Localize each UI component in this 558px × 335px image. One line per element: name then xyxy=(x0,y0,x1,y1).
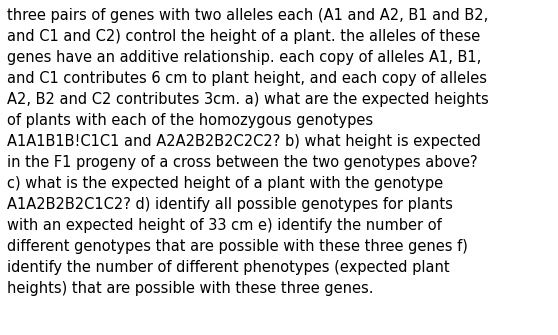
Text: three pairs of genes with two alleles each (A1 and A2, B1 and B2,
and C1 and C2): three pairs of genes with two alleles ea… xyxy=(7,8,488,296)
